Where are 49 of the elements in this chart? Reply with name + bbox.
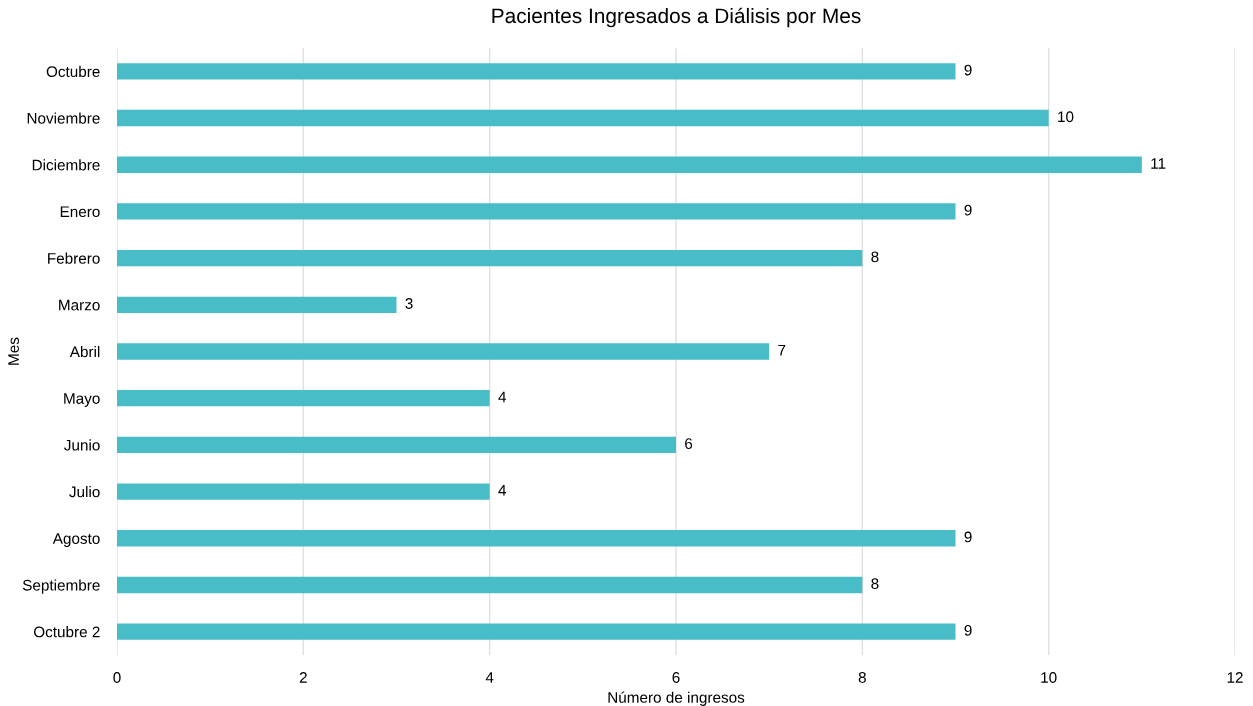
data-label: 6 [685, 438, 693, 449]
bar [117, 203, 956, 220]
y-tick-label: Diciembre [32, 159, 100, 171]
data-label: 7 [778, 344, 786, 356]
bar [117, 296, 397, 313]
bar [117, 483, 490, 500]
bar [117, 343, 770, 360]
x-tick-label: 2 [299, 672, 307, 683]
y-tick-label: Mayo [64, 393, 100, 407]
y-tick-label: Septiembre [22, 579, 100, 594]
x-axis-title: Número de ingresos [608, 691, 745, 706]
bar [117, 109, 1049, 127]
data-label: 9 [964, 624, 972, 636]
chart-title: Pacientes Ingresados a Diálisis por Mes [492, 7, 861, 28]
data-label: 4 [498, 485, 507, 496]
bar [117, 249, 863, 267]
data-label: 8 [871, 578, 879, 590]
x-tick-label: 8 [858, 672, 866, 683]
y-tick-label: Octubre [46, 65, 100, 78]
data-label: 3 [405, 298, 413, 309]
x-tick-label: 0 [113, 672, 121, 683]
x-tick-label: 10 [1041, 672, 1057, 683]
data-label: 9 [964, 204, 972, 216]
data-label: 8 [871, 251, 879, 263]
bar [117, 436, 676, 454]
y-tick-label: Febrero [48, 252, 100, 264]
y-tick-label: Junio [64, 439, 100, 451]
data-label: 9 [964, 64, 972, 76]
x-tick-label: 12 [1227, 672, 1243, 683]
y-tick-label: Marzo [59, 299, 100, 311]
y-tick-label: Noviembre [27, 112, 100, 124]
bar [117, 576, 863, 594]
x-tick-label: 4 [485, 672, 494, 683]
y-tick-label: Agosto [52, 533, 100, 547]
y-axis-title: Mes [8, 337, 19, 365]
data-label: 9 [964, 531, 972, 543]
x-tick-label: 6 [672, 672, 680, 683]
bar [117, 623, 956, 640]
y-tick-label: Julio [69, 486, 100, 498]
y-tick-label: Octubre 2 [33, 626, 100, 638]
y-tick-label: Abril [69, 345, 100, 358]
data-label: 4 [498, 391, 507, 403]
bar [117, 530, 956, 547]
data-label: 11 [1151, 158, 1166, 169]
y-tick-label: Enero [60, 206, 100, 218]
bar [117, 156, 1142, 173]
bar [117, 63, 956, 80]
bar [117, 390, 490, 407]
data-label: 10 [1058, 111, 1074, 123]
